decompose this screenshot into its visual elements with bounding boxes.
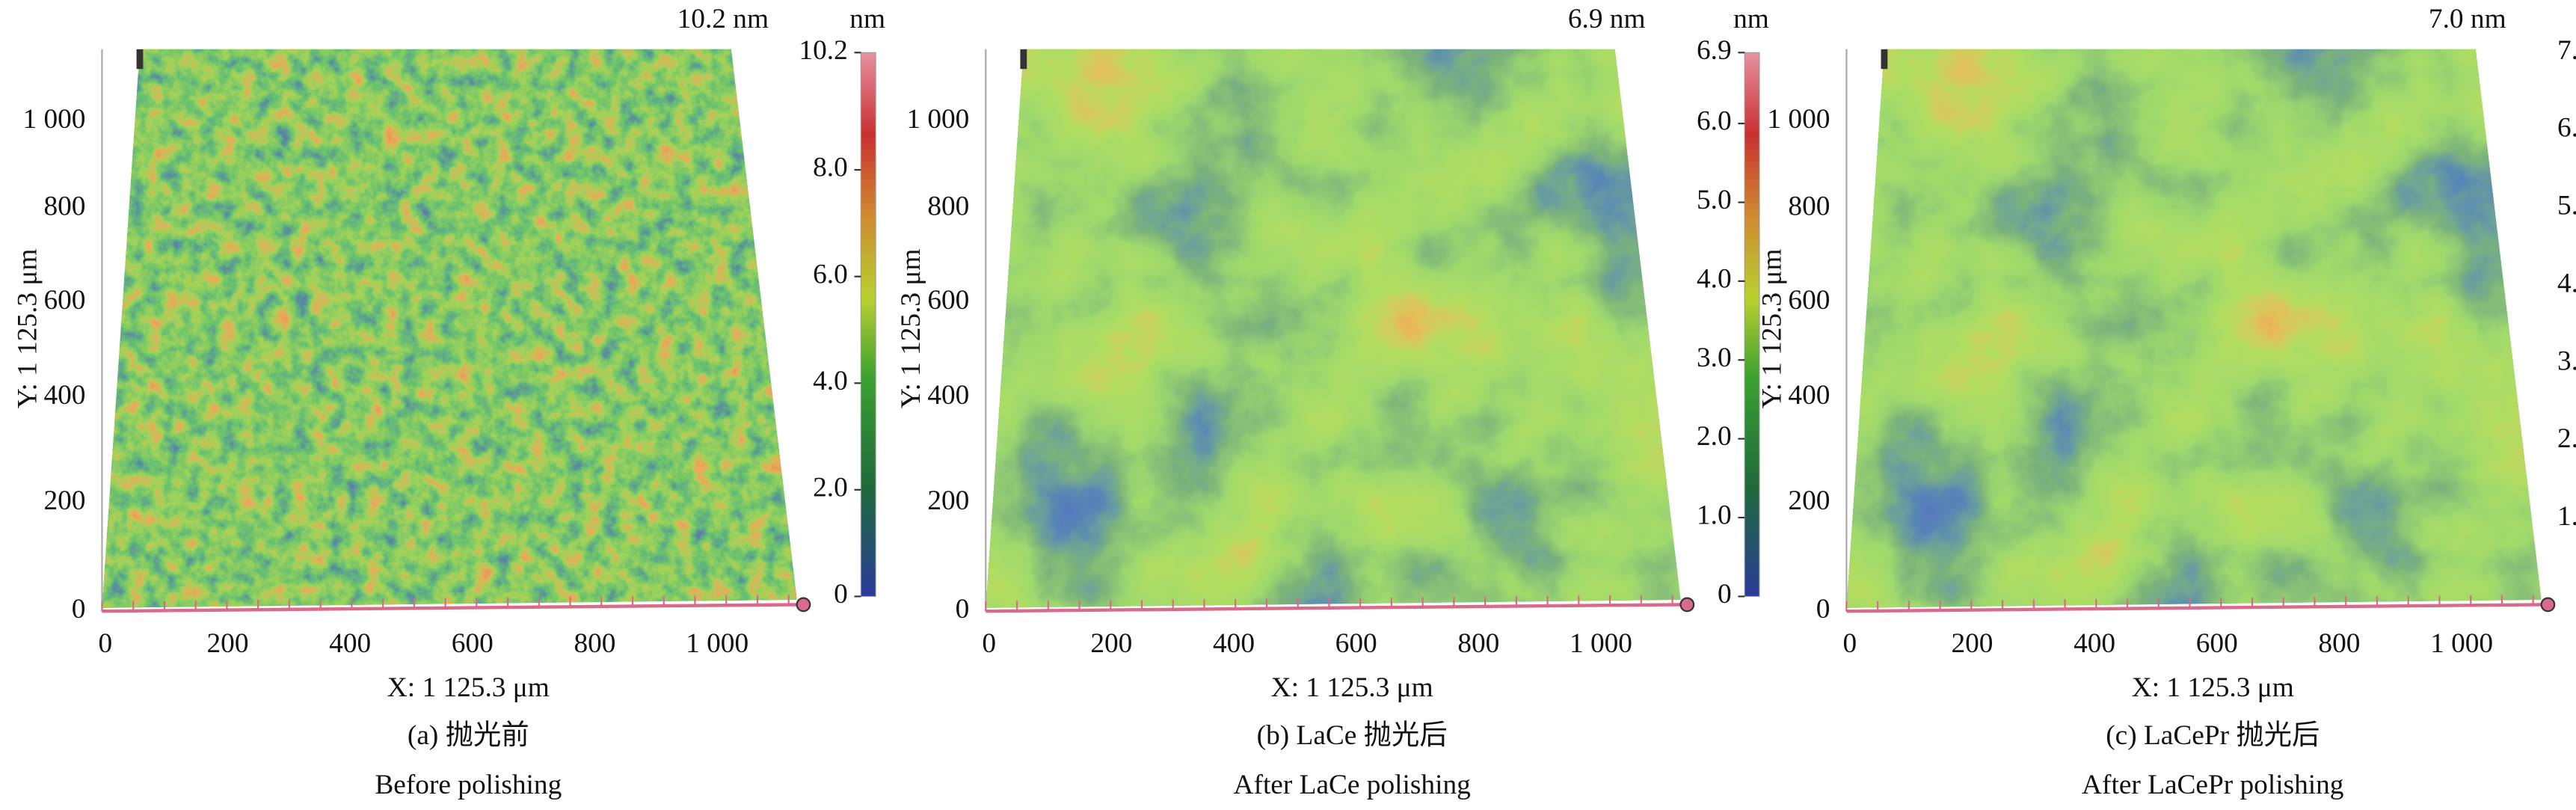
colorbar-tick-label: 1.0 <box>1697 500 1732 531</box>
y-tick-label: 600 <box>43 285 85 316</box>
y-tick-label: 1 000 <box>22 104 85 135</box>
colorbar-tick-label: 5.0 <box>1697 185 1732 215</box>
z-max-label: 10.2 nm <box>677 4 769 34</box>
x-tick-label: 400 <box>329 628 371 659</box>
panel: 0 200 400 600 800 1 000 0 200 400 600 800 1 000 X: 1… <box>12 4 885 800</box>
y-tick-label: 800 <box>927 191 969 222</box>
z-max-label: 7.0 nm <box>2429 4 2506 34</box>
y-tick-label: 1 000 <box>1767 104 1830 135</box>
colorbar-tick-label: 4.0 <box>813 366 848 396</box>
x-tick-label: 800 <box>1457 628 1499 659</box>
colorbar-tick-label: 8.0 <box>813 153 848 183</box>
x-tick-label: 0 <box>99 628 113 659</box>
x-axis-label: X: 1 125.3 μm <box>2132 672 2294 703</box>
y-tick-label: 0 <box>72 594 86 625</box>
caption: (a) 抛光前 <box>408 720 529 751</box>
y-tick-label: 200 <box>1788 485 1830 516</box>
axis-end <box>796 597 811 613</box>
colorbar-tick-label: 0 <box>834 579 848 610</box>
x-tick-label: 200 <box>206 628 248 659</box>
y-tick-label: 600 <box>1788 285 1830 316</box>
x-axis-label: X: 1 125.3 μm <box>1271 672 1433 703</box>
x-tick-label: 1 000 <box>2430 628 2493 659</box>
x-axis <box>986 603 1681 613</box>
x-tick-label: 800 <box>574 628 615 659</box>
x-tick-label: 400 <box>1213 628 1255 659</box>
y-tick-label: 400 <box>43 380 85 411</box>
x-axis <box>102 603 797 613</box>
surface <box>102 49 797 608</box>
y-tick-label: 800 <box>43 191 85 222</box>
colorbar-tick-label: 10.2 <box>799 35 847 66</box>
y-tick-label: 200 <box>43 485 85 516</box>
x-tick-label: 600 <box>2196 628 2238 659</box>
x-tick-label: 0 <box>982 628 996 659</box>
caption-english: After LaCePr polishing <box>2082 770 2343 800</box>
caption: (c) LaCePr 抛光后 <box>2106 720 2320 751</box>
panel: 0 200 400 600 800 1 000 0 200 400 600 800 1 000 X: 1… <box>1756 4 2576 800</box>
colorbar-tick-label: 1.0 <box>2557 501 2576 532</box>
x-tick-label: 1 000 <box>1570 628 1632 659</box>
y-tick-label: 0 <box>1816 594 1830 625</box>
colorbar-tick-label: 0 <box>1718 579 1732 610</box>
y-tick-label: 400 <box>1788 380 1830 411</box>
z-max-label: 6.9 nm <box>1568 4 1646 34</box>
surface <box>986 49 1681 608</box>
y-tick-label: 400 <box>927 380 969 411</box>
y-tick-label: 600 <box>927 285 969 316</box>
y-tick-label: 0 <box>956 594 970 625</box>
caption-english: After LaCe polishing <box>1234 770 1471 800</box>
axis-end <box>2540 597 2556 613</box>
caption: (b) LaCe 抛光后 <box>1257 720 1448 751</box>
surface <box>1846 49 2542 608</box>
colorbar-tick-label: 6.0 <box>2557 113 2576 144</box>
colorbar <box>860 52 876 597</box>
y-axis-label: Y: 1 125.3 μm <box>1756 249 1787 409</box>
colorbar-tick-label: 3.0 <box>1697 343 1732 373</box>
colorbar <box>1744 52 1760 597</box>
colorbar-tick-label: 2.0 <box>813 472 848 503</box>
x-tick-label: 400 <box>2074 628 2115 659</box>
y-axis-label: Y: 1 125.3 μm <box>12 249 43 409</box>
x-tick-label: 800 <box>2318 628 2360 659</box>
y-axis-label: Y: 1 125.3 μm <box>896 249 926 409</box>
colorbar-tick-label: 5.0 <box>2557 191 2576 221</box>
x-tick-label: 600 <box>1335 628 1377 659</box>
panel: 0 200 400 600 800 1 000 0 200 400 600 800 1 000 X: 1… <box>896 4 1769 800</box>
colorbar-unit: nm <box>1733 4 1769 34</box>
colorbar-tick-label: 3.0 <box>2557 346 2576 376</box>
x-tick-label: 1 000 <box>686 628 748 659</box>
x-tick-label: 0 <box>1842 628 1857 659</box>
caption-english: Before polishing <box>375 770 562 800</box>
colorbar-tick-label: 6.9 <box>1697 35 1732 66</box>
colorbar-tick-label: 4.0 <box>2557 268 2576 298</box>
x-tick-label: 200 <box>1090 628 1132 659</box>
x-tick-label: 200 <box>1951 628 1993 659</box>
y-tick-label: 1 000 <box>906 104 969 135</box>
colorbar-tick-label: 2.0 <box>2557 423 2576 454</box>
colorbar-tick-label: 2.0 <box>1697 421 1732 452</box>
x-axis-label: X: 1 125.3 μm <box>387 672 550 703</box>
colorbar-tick-label: 6.0 <box>1697 106 1732 137</box>
colorbar-tick-label: 4.0 <box>1697 263 1732 294</box>
y-tick-label: 200 <box>927 485 969 516</box>
colorbar-unit: nm <box>849 4 885 34</box>
axis-end <box>1679 597 1695 613</box>
colorbar-tick-label: 7.0 <box>2557 35 2576 66</box>
x-axis <box>1846 603 2542 613</box>
x-tick-label: 600 <box>452 628 494 659</box>
colorbar-tick-label: 6.0 <box>813 259 848 289</box>
y-tick-label: 800 <box>1788 191 1830 222</box>
